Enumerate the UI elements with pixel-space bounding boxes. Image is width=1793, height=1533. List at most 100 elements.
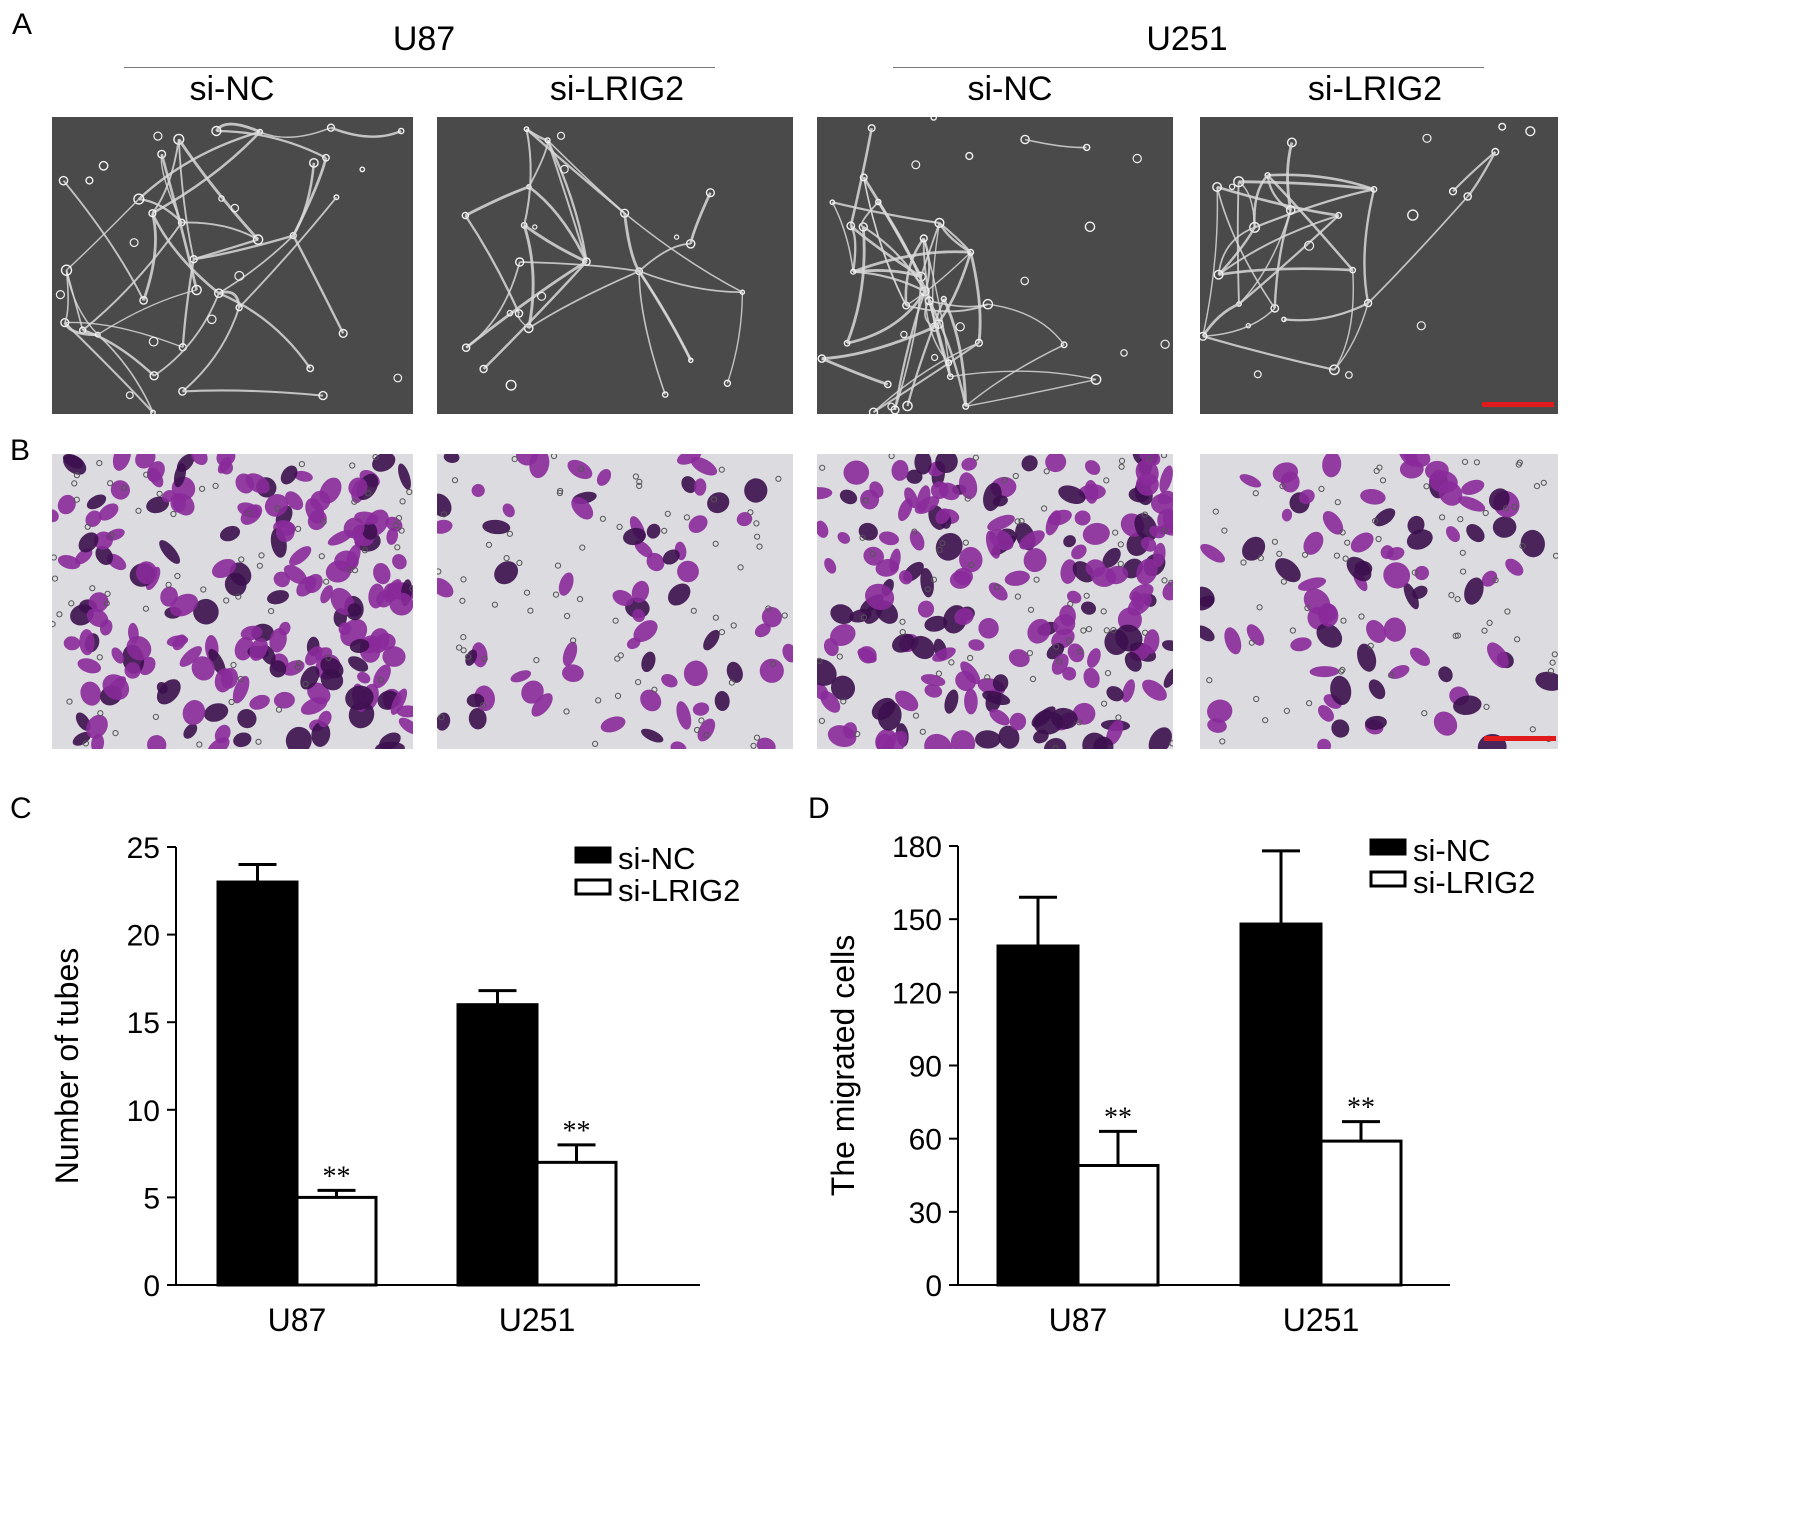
tube-branch [638, 270, 692, 361]
stained-cell [267, 590, 289, 605]
stained-cell [1023, 548, 1047, 573]
cell-node [1525, 126, 1536, 137]
stained-cell [63, 636, 81, 651]
stained-cell [1143, 629, 1160, 654]
membrane-pore [1168, 579, 1173, 586]
cell-node [858, 222, 868, 232]
membrane-pore [661, 527, 668, 534]
stained-cell [389, 592, 413, 616]
micrograph-background [1200, 117, 1558, 414]
membrane-pore [899, 618, 906, 625]
tube-branch [238, 196, 338, 309]
membrane-pore [1053, 643, 1060, 650]
stained-cell [961, 457, 978, 471]
stained-cell [1290, 637, 1312, 652]
membrane-pore [73, 496, 80, 503]
cell-node [1084, 221, 1096, 233]
round-cell [1303, 240, 1315, 251]
stained-cell [1063, 535, 1076, 548]
tube-branch [969, 251, 982, 343]
condition-label-u87-si-nc: si-NC [189, 70, 275, 108]
tube-branch [1283, 302, 1369, 322]
stained-cell [320, 585, 333, 604]
stained-cell [975, 730, 1001, 749]
stained-cell [1488, 488, 1510, 511]
membrane-pore [351, 498, 358, 505]
membrane-pore [295, 659, 302, 667]
membrane-pore [1461, 458, 1469, 465]
cell-node [1448, 187, 1458, 196]
membrane-pore [302, 681, 309, 688]
tube-branch [1333, 270, 1354, 371]
membrane-pore [550, 454, 558, 460]
stained-cell [756, 737, 776, 749]
membrane-pore [1029, 675, 1037, 683]
stained-cell [1520, 529, 1545, 558]
stained-cell [633, 620, 658, 643]
membrane-pore [840, 698, 847, 705]
membrane-pore [710, 496, 718, 503]
cell-node [868, 407, 879, 414]
cell-node [94, 331, 101, 338]
membrane-pore [377, 676, 384, 684]
membrane-pore [1221, 527, 1228, 534]
tube-image-svg [437, 117, 793, 414]
stained-cell [1346, 556, 1372, 582]
tube-branch [853, 270, 926, 293]
stained-cell [1043, 737, 1067, 749]
membrane-pore [223, 597, 230, 604]
micrograph-background [437, 454, 793, 749]
stained-cell [1366, 620, 1387, 643]
membrane-pore [464, 653, 472, 660]
stained-cell [91, 733, 105, 749]
membrane-pore [765, 605, 772, 612]
stained-cell [1085, 559, 1106, 577]
bar-u87-si-nc [996, 944, 1080, 1287]
membrane-pore [112, 730, 119, 737]
stained-cell [57, 494, 76, 515]
stained-cell [989, 708, 1010, 726]
membrane-pore [718, 466, 725, 473]
membrane-pore [170, 510, 177, 518]
membrane-pore [554, 562, 562, 569]
membrane-pore [460, 634, 467, 641]
stained-cell [224, 572, 247, 597]
membrane-pore [1219, 738, 1226, 745]
cell-node [930, 117, 937, 121]
stained-cell [875, 558, 900, 577]
stained-cell [468, 708, 487, 730]
membrane-pore [346, 567, 354, 574]
tube-branch [546, 139, 588, 262]
group-label-u251: U251 [1146, 20, 1228, 58]
stained-cell [1136, 558, 1158, 585]
round-cell [1120, 349, 1128, 357]
membrane-pore [1338, 668, 1345, 675]
stained-cell [373, 664, 391, 689]
tube-branch [1202, 186, 1219, 337]
tube-branch [638, 271, 666, 395]
membrane-pore [563, 708, 570, 715]
stained-cell [482, 519, 511, 535]
round-cell [148, 336, 159, 347]
stained-cell [949, 570, 972, 589]
tube-branch [689, 192, 712, 245]
stained-cell [830, 624, 856, 646]
stained-cell [1368, 679, 1386, 700]
tube-branch [259, 126, 332, 139]
x-tick-label: U87 [268, 1302, 327, 1338]
stained-cell [216, 454, 236, 467]
stained-cell [987, 514, 1015, 531]
stained-cell [1309, 666, 1340, 678]
membrane-pore [690, 607, 697, 614]
group-rule-u251 [893, 67, 1484, 68]
stained-cell [368, 583, 385, 609]
stained-cell [269, 628, 287, 653]
legend-swatch [1369, 870, 1407, 888]
tube-branch [151, 139, 180, 214]
membrane-pore [860, 614, 868, 621]
cell-node [338, 328, 348, 339]
membrane-pore [1375, 535, 1382, 543]
membrane-pore [1423, 483, 1430, 490]
stained-cell [1383, 617, 1407, 642]
